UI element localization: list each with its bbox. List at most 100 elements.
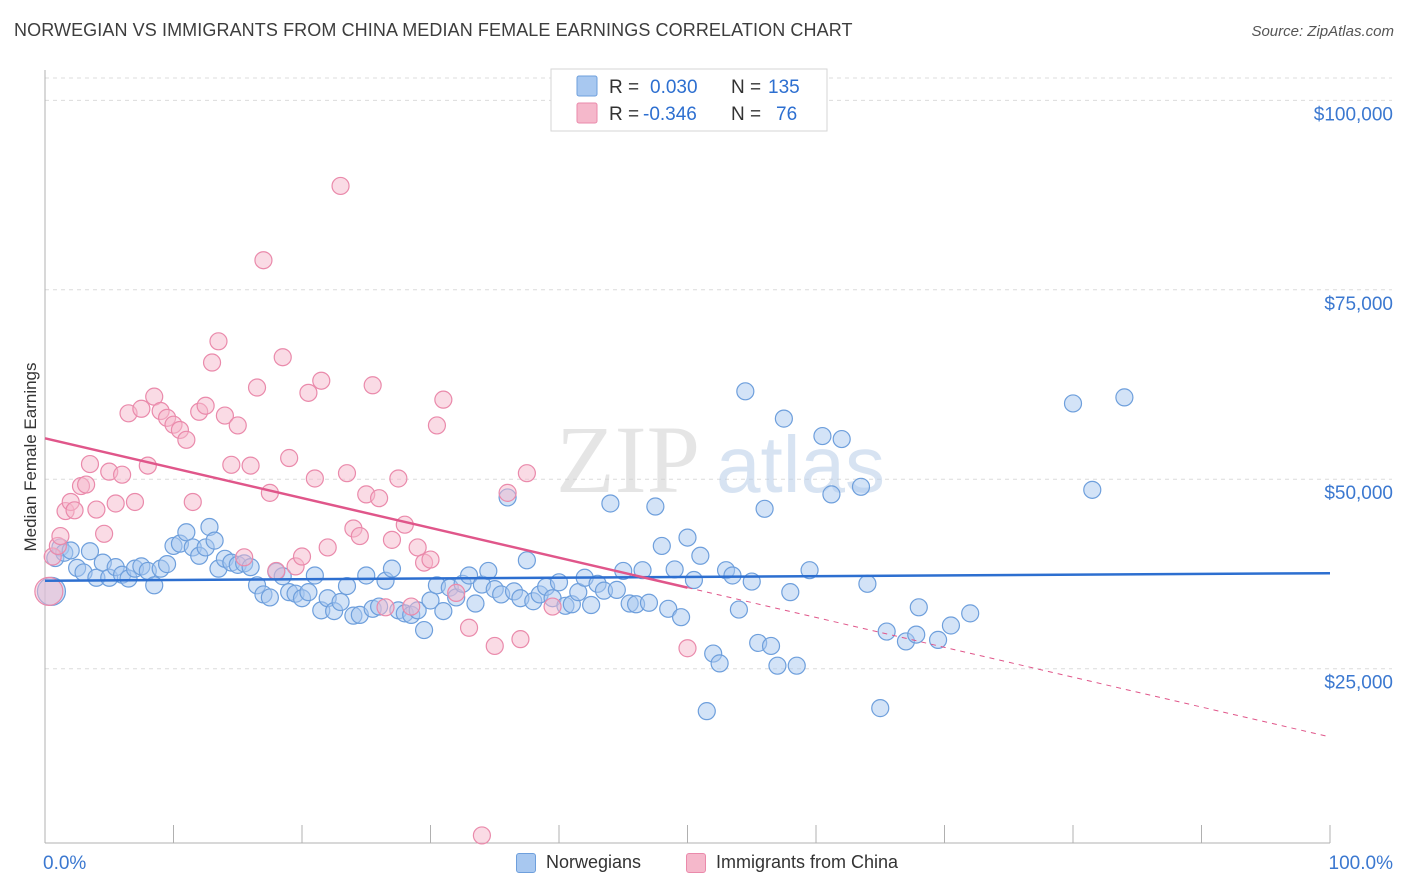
point-china (247, 378, 267, 397)
point-china (112, 465, 132, 484)
point-norwegians (774, 409, 793, 428)
point-china (202, 353, 222, 372)
legend-swatch-pink (576, 102, 598, 124)
point-china (215, 406, 234, 425)
point-china (421, 550, 440, 569)
point-norwegians (961, 604, 980, 623)
point-norwegians (466, 594, 485, 613)
point-china (65, 501, 84, 520)
point-china (472, 826, 491, 845)
point-china (427, 416, 447, 435)
y-tick-label: $100,000 (1314, 104, 1393, 125)
chart-title: NORWEGIAN VS IMMIGRANTS FROM CHINA MEDIA… (14, 20, 853, 40)
point-china (209, 332, 228, 351)
point-china (498, 483, 517, 502)
point-norwegians (434, 601, 453, 621)
point-china (678, 639, 697, 658)
point-norwegians (781, 583, 800, 602)
point-norwegians (736, 382, 755, 401)
point-china (235, 548, 254, 567)
legend-label-norwegians: Norwegians (546, 852, 642, 872)
point-norwegians (710, 654, 729, 673)
point-norwegians (517, 551, 536, 570)
legend-swatch-norwegians (516, 852, 536, 873)
point-china (125, 492, 145, 512)
point-norwegians (871, 699, 890, 718)
legend-n-value: 76 (776, 104, 797, 125)
y-tick-label: $75,000 (1324, 294, 1393, 315)
y-axis-label: Median Female Earnings (21, 363, 40, 552)
source-label: Source: ZipAtlas.com (1251, 23, 1394, 40)
point-china (434, 390, 453, 409)
point-china (241, 456, 260, 475)
point-norwegians (80, 542, 100, 561)
legend-n-label: N = (731, 77, 761, 98)
point-china (395, 515, 414, 534)
point-norwegians (205, 531, 224, 550)
legend-item-china[interactable]: Immigrants from China (686, 852, 898, 873)
point-norwegians (928, 630, 948, 649)
watermark-zip: ZIP (556, 406, 700, 513)
point-china (51, 526, 70, 546)
point-norwegians (832, 429, 851, 449)
point-china (402, 597, 421, 616)
point-norwegians (639, 593, 659, 612)
point-china (517, 464, 536, 483)
point-china (87, 500, 106, 519)
y-tick-label: $50,000 (1324, 483, 1393, 504)
point-norwegians (601, 494, 620, 513)
point-norwegians (157, 555, 177, 574)
legend-top: R = 0.030 N = 135 R = -0.346 N = 76 (550, 68, 828, 132)
point-china (318, 538, 337, 557)
point-norwegians (1063, 394, 1083, 413)
point-china (305, 469, 324, 488)
point-china (183, 492, 202, 512)
point-china (459, 618, 479, 637)
point-china (312, 371, 331, 390)
point-china (363, 376, 382, 395)
point-china (80, 454, 100, 474)
point-china (376, 598, 395, 617)
point-china (77, 475, 96, 494)
axes (44, 70, 1331, 844)
point-norwegians (652, 536, 671, 556)
x-tick-label: 100.0% (1329, 853, 1394, 874)
point-norwegians (761, 636, 781, 656)
point-china (543, 597, 562, 616)
point-norwegians (357, 566, 376, 585)
trend-lines (44, 437, 1331, 738)
legend-r-label: R = (609, 77, 639, 98)
point-china (254, 251, 273, 270)
point-norwegians (822, 485, 841, 504)
point-china (106, 494, 125, 513)
point-norwegians (582, 595, 601, 615)
point-china (273, 348, 292, 367)
point-norwegians (851, 477, 871, 496)
point-norwegians (787, 656, 806, 675)
point-norwegians (177, 523, 196, 542)
point-china (331, 176, 350, 196)
legend-r-label: R = (609, 104, 639, 125)
point-norwegians (382, 559, 402, 578)
point-china (95, 524, 114, 543)
legend-bottom: Norwegians Immigrants from China (0, 852, 1406, 878)
point-china (408, 538, 427, 557)
point-china (389, 469, 408, 488)
legend-n-value: 135 (768, 77, 800, 98)
point-china (267, 561, 286, 581)
point-norwegians (907, 625, 926, 644)
point-norwegians (479, 561, 498, 581)
point-norwegians (877, 622, 896, 641)
point-china (132, 399, 151, 418)
point-norwegians (671, 608, 691, 627)
point-norwegians (1083, 480, 1102, 499)
point-norwegians (678, 528, 697, 547)
point-norwegians (684, 570, 704, 590)
legend-r-value: 0.030 (650, 77, 698, 98)
point-norwegians (459, 566, 479, 585)
point-norwegians (697, 702, 716, 721)
legend-item-norwegians[interactable]: Norwegians (516, 852, 641, 873)
legend-swatch-china (686, 852, 706, 873)
point-norwegians (813, 426, 832, 446)
